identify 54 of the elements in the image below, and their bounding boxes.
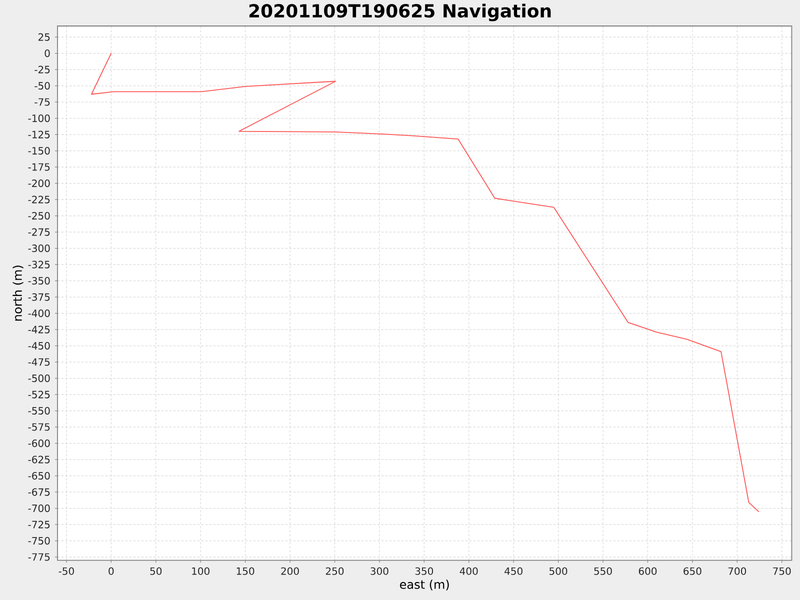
- x-tick-label: 650: [684, 567, 702, 575]
- y-tick-label: -350: [28, 277, 50, 285]
- x-tick-label: 200: [281, 567, 299, 575]
- y-tick-label: -675: [28, 488, 50, 496]
- y-tick-label: 0: [44, 50, 50, 58]
- x-tick-label: -50: [58, 567, 74, 575]
- x-tick-label: 550: [594, 567, 612, 575]
- x-tick-label: 300: [370, 567, 388, 575]
- x-tick-label: 400: [460, 567, 478, 575]
- y-tick-label: -275: [28, 228, 50, 236]
- x-tick-label: 600: [638, 567, 657, 575]
- y-tick-label: -625: [28, 456, 50, 464]
- x-tick-label: 250: [326, 567, 344, 575]
- y-tick-label: -100: [28, 114, 50, 122]
- x-tick-label: 100: [192, 567, 210, 575]
- x-tick-label: 50: [150, 567, 162, 575]
- y-tick-label: -725: [28, 520, 50, 528]
- y-tick-label: -650: [28, 472, 50, 480]
- y-tick-label: -475: [28, 358, 50, 366]
- y-tick-label: -175: [28, 163, 50, 171]
- y-tick-label: -775: [28, 553, 50, 561]
- x-tick-label: 750: [773, 567, 791, 575]
- x-tick-label: 500: [550, 567, 568, 575]
- y-tick-label: -300: [28, 244, 50, 252]
- x-tick-label: 700: [728, 567, 746, 575]
- y-tick-label: -400: [28, 310, 50, 318]
- y-tick-label: -575: [28, 423, 50, 431]
- x-tick-label: 450: [504, 567, 522, 575]
- y-tick-label: -550: [28, 407, 50, 415]
- y-tick-label: -750: [28, 537, 50, 545]
- x-axis-title: east (m): [400, 580, 449, 590]
- x-tick-label: 350: [415, 567, 434, 575]
- y-tick-label: -600: [28, 440, 50, 448]
- y-axis-title: north (m): [12, 266, 24, 321]
- y-tick-label: -200: [28, 180, 50, 188]
- y-tick-label: -125: [28, 130, 50, 138]
- y-tick-label: -500: [28, 374, 50, 382]
- y-tick-label: -450: [28, 342, 50, 350]
- y-tick-label: -700: [28, 504, 50, 512]
- y-tick-label: -25: [34, 66, 50, 74]
- y-tick-label: -425: [28, 326, 50, 334]
- y-tick-label: -225: [28, 196, 50, 204]
- y-tick-label: -50: [34, 82, 50, 90]
- y-tick-label: -150: [28, 147, 50, 155]
- y-tick-label: -375: [28, 293, 50, 301]
- y-tick-label: -250: [28, 212, 50, 220]
- chart-title: 20201109T190625 Navigation: [249, 4, 551, 22]
- x-tick-label: 150: [236, 567, 254, 575]
- x-tick-label: 0: [108, 567, 114, 575]
- y-tick-label: 25: [38, 33, 50, 41]
- y-tick-label: -325: [28, 260, 50, 268]
- line-series: [91, 52, 760, 512]
- y-tick-label: -525: [28, 390, 50, 398]
- y-tick-label: -75: [34, 98, 50, 106]
